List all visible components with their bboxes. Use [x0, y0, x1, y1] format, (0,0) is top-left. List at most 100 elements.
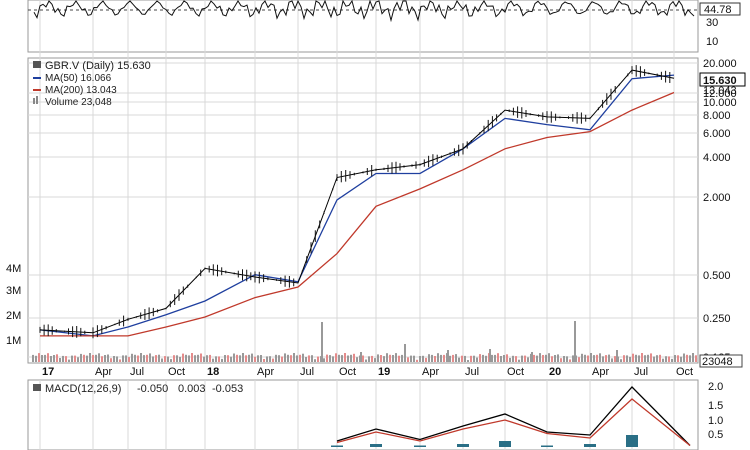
volume-bar: [290, 355, 292, 362]
volume-bar: [383, 356, 385, 362]
volume-bar: [263, 359, 265, 362]
volume-bar: [557, 354, 559, 362]
volume-bar: [209, 354, 211, 362]
volume-bar: [116, 356, 118, 362]
volume-bar: [158, 354, 160, 362]
volume-bar: [335, 353, 337, 362]
x-tick-label: Apr: [592, 366, 609, 378]
volume-bar: [110, 358, 112, 362]
volume-bar: [500, 356, 502, 362]
volume-bar: [56, 354, 58, 362]
volume-bar: [491, 354, 493, 362]
volume-bar: [515, 356, 517, 362]
volume-bar: [632, 353, 634, 362]
volume-bar: [401, 354, 403, 362]
volume-bar: [254, 356, 256, 362]
volume-bar: [464, 355, 466, 362]
rsi-tick-label: 10: [706, 36, 718, 48]
volume-bar: [47, 353, 49, 362]
volume-bar: [473, 355, 475, 362]
volume-bar: [680, 356, 682, 362]
volume-bar: [569, 359, 571, 362]
rsi-tick-label: 30: [706, 17, 718, 29]
volume-bar: [659, 354, 661, 362]
volume-spike: [574, 321, 576, 362]
volume-bar: [527, 357, 529, 362]
volume-spike: [616, 350, 618, 362]
y-tick-label: 4.000: [703, 152, 731, 164]
volume-bar: [134, 354, 136, 362]
volume-bar: [428, 354, 430, 362]
macd-tick-label: 2.0: [708, 381, 723, 393]
volume-bar: [68, 359, 70, 362]
volume-bar: [287, 354, 289, 362]
volume-bar: [242, 353, 244, 362]
macd-tick-label: 1.5: [708, 400, 723, 412]
rsi-series-line: [33, 0, 695, 23]
volume-bar: [179, 356, 181, 362]
volume-bar: [356, 357, 358, 362]
volume-bar: [191, 353, 193, 362]
volume-bar: [677, 355, 679, 362]
volume-bar: [539, 353, 541, 362]
y-tick-label: 2.000: [703, 192, 731, 204]
volume-bar: [392, 355, 394, 362]
x-tick-label: Jul: [130, 366, 144, 378]
volume-bar: [635, 354, 637, 362]
volume-bar: [104, 355, 106, 362]
x-tick-label: Oct: [507, 366, 524, 378]
axis-labels: 17 Apr Jul Oct 18 Apr Jul Oct 19 Apr Jul Oct 20 Apr Ju…: [6, 17, 737, 441]
volume-bar: [131, 353, 133, 362]
volume-bar: [413, 355, 415, 362]
volume-bar: [227, 355, 229, 362]
x-tick-label: Jul: [465, 366, 479, 378]
macd-line-1: [336, 398, 691, 447]
volume-bar: [50, 356, 52, 362]
volume-bar: [644, 355, 646, 362]
volume-bar: [692, 353, 694, 362]
volume-bar: [542, 355, 544, 362]
y-tick-label: 8.000: [703, 110, 731, 122]
volume-bar: [449, 355, 451, 362]
volume-bar: [683, 353, 685, 362]
x-tick-label: 19: [378, 366, 390, 378]
volume-tick-label: 4M: [6, 263, 21, 275]
macd-hist-value: -0.053: [212, 383, 243, 395]
last-price-box: [699, 72, 746, 87]
macd-hist-bar: [414, 445, 426, 447]
volume-bar: [311, 355, 313, 362]
volume-bar: [641, 353, 643, 362]
volume-spike: [489, 349, 491, 362]
volume-bar: [122, 355, 124, 362]
volume-bar: [302, 353, 304, 362]
volume-bar: [467, 360, 469, 362]
volume-bar: [455, 354, 457, 362]
x-tick-label: 20: [549, 366, 561, 378]
volume-bar: [545, 354, 547, 362]
volume-value: 23048: [702, 356, 733, 368]
volume-bar: [95, 354, 97, 362]
volume-bar: [284, 353, 286, 362]
volume-bar: [176, 355, 178, 362]
x-tick-label: 18: [207, 366, 219, 378]
volume-bar: [305, 357, 307, 362]
volume-bar: [662, 358, 664, 362]
volume-bar: [461, 355, 463, 362]
volume-bar: [611, 358, 613, 362]
volume-bar: [509, 357, 511, 362]
volume-bar: [155, 355, 157, 362]
volume-bar: [341, 355, 343, 362]
x-tick-label: Jul: [300, 366, 314, 378]
volume-bar: [293, 353, 295, 362]
rsi-line: [33, 0, 695, 23]
volume-bar: [563, 356, 565, 362]
volume-bars: [32, 321, 697, 362]
macd-icon: [33, 384, 41, 391]
rsi-value-box: [699, 2, 741, 16]
volume-bar: [548, 353, 550, 362]
x-tick-label: 17: [42, 366, 54, 378]
volume-bar: [332, 356, 334, 362]
volume-bar: [407, 357, 409, 362]
volume-bar: [503, 355, 505, 362]
volume-bar: [269, 356, 271, 362]
